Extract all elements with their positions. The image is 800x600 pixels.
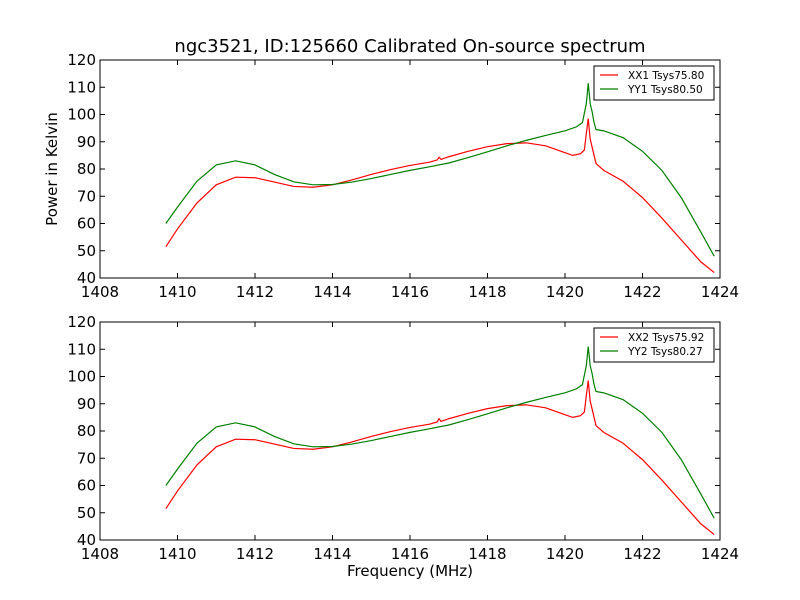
y-tick-label: 90 xyxy=(77,395,96,413)
legend-box xyxy=(593,327,715,363)
x-tick-label: 1412 xyxy=(236,283,274,301)
legend-box xyxy=(593,65,715,101)
legend-label: XX2 Tsys75.92 xyxy=(628,332,704,344)
figure-title: ngc3521, ID:125660 Calibrated On-source … xyxy=(174,36,645,57)
x-tick-label: 1408 xyxy=(81,545,119,563)
legend: XX1 Tsys75.80 YY1 Tsys80.50 xyxy=(593,65,715,101)
y-tick-label: 50 xyxy=(77,242,96,260)
x-tick-label: 1410 xyxy=(158,283,196,301)
legend-label: YY2 Tsys80.27 xyxy=(627,346,703,358)
y-tick-label: 90 xyxy=(77,133,96,151)
x-tick-label: 1412 xyxy=(236,545,274,563)
series-line-xx2 xyxy=(165,380,715,536)
x-tick-label: 1416 xyxy=(391,283,429,301)
x-tick-label: 1416 xyxy=(391,545,429,563)
legend-label: YY1 Tsys80.50 xyxy=(627,84,703,96)
series-line-yy1 xyxy=(165,83,715,257)
chart-panel-top: 1408 1410 1412 1414 1416 1418 1420 1422 1424 40 50… xyxy=(43,51,739,301)
x-tick-label: 1414 xyxy=(313,545,351,563)
y-tick-label: 120 xyxy=(67,51,96,69)
y-tick-label: 70 xyxy=(77,187,96,205)
x-tick-label: 1410 xyxy=(158,545,196,563)
x-tick-label: 1418 xyxy=(468,283,506,301)
y-tick-label: 110 xyxy=(67,340,96,358)
x-axis-label: Frequency (MHz) xyxy=(347,562,473,580)
y-tick-label: 40 xyxy=(77,269,96,287)
y-tick-label: 60 xyxy=(77,477,96,495)
x-tick-label: 1422 xyxy=(623,545,661,563)
legend: XX2 Tsys75.92 YY2 Tsys80.27 xyxy=(593,327,715,363)
x-tick-label: 1408 xyxy=(81,283,119,301)
x-tick-label: 1420 xyxy=(546,545,584,563)
y-tick-label: 70 xyxy=(77,449,96,467)
y-axis-label: Power in Kelvin xyxy=(43,112,61,226)
x-tick-label: 1420 xyxy=(546,283,584,301)
x-tick-label: 1414 xyxy=(313,283,351,301)
x-tick-label: 1418 xyxy=(468,545,506,563)
x-tick-label: 1424 xyxy=(701,545,739,563)
series-line-yy2 xyxy=(165,346,715,519)
panels: 1408 1410 1412 1414 1416 1418 1420 1422 1424 40 50… xyxy=(43,51,739,580)
y-tick-label: 80 xyxy=(77,422,96,440)
y-tick-label: 40 xyxy=(77,531,96,549)
y-tick-label: 100 xyxy=(67,106,96,124)
x-tick-label: 1422 xyxy=(623,283,661,301)
y-tick-label: 110 xyxy=(67,78,96,96)
y-tick-label: 120 xyxy=(67,313,96,331)
x-tick-label: 1424 xyxy=(701,283,739,301)
y-tick-label: 80 xyxy=(77,160,96,178)
y-tick-label: 50 xyxy=(77,504,96,522)
y-tick-label: 60 xyxy=(77,215,96,233)
chart-panel-bottom: 1408 1410 1412 1414 1416 1418 1420 1422 1424 40 50… xyxy=(67,313,739,580)
legend-label: XX1 Tsys75.80 xyxy=(628,70,704,82)
series-line-xx1 xyxy=(165,118,715,274)
y-tick-label: 100 xyxy=(67,368,96,386)
